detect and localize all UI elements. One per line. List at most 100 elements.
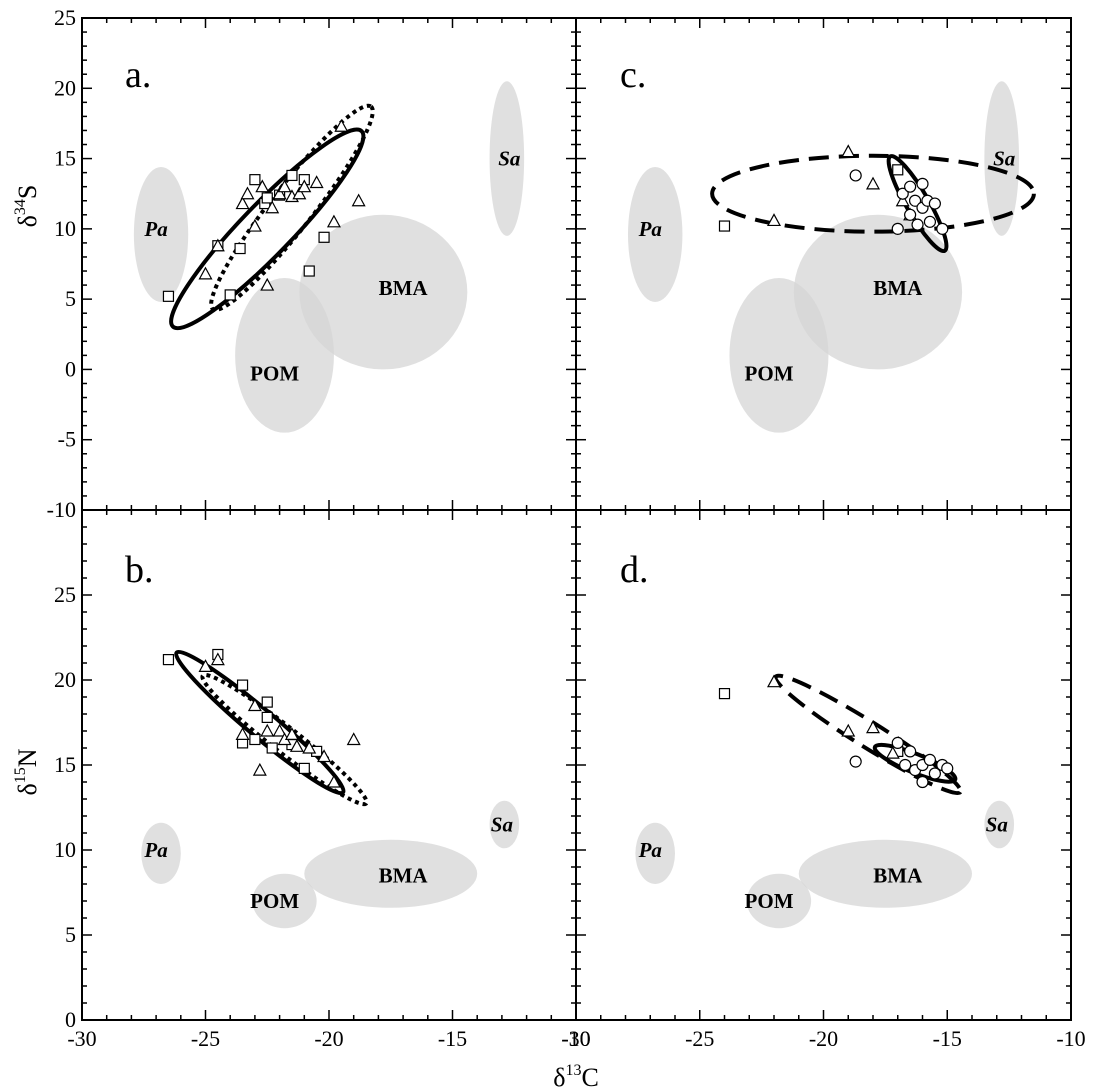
data-point-square: [162, 653, 175, 666]
data-point-circle: [904, 180, 917, 193]
data-point-square: [298, 762, 310, 775]
data-point-triangle: [255, 179, 270, 193]
panel-letter: a.: [125, 54, 151, 96]
data-point-triangle: [326, 774, 341, 788]
data-point-square: [234, 242, 246, 255]
source-cloud-sa: [489, 800, 520, 849]
source-cloud-sa: [489, 81, 525, 236]
source-label-pa: Pa: [638, 217, 662, 241]
source-cloud-pa: [133, 167, 189, 302]
data-point-triangle: [284, 727, 299, 741]
data-point-square: [224, 289, 236, 301]
data-point-triangle: [841, 723, 856, 737]
source-label-pa: Pa: [143, 217, 167, 241]
data-point-triangle: [292, 186, 307, 200]
data-point-square: [718, 220, 731, 232]
source-cloud-sa: [984, 800, 1015, 849]
data-point-circle: [923, 753, 937, 767]
source-label-bma: BMA: [873, 276, 923, 300]
data-point-triangle: [895, 193, 910, 207]
confidence-ellipse-solid: [174, 649, 346, 796]
data-point-circle: [904, 208, 917, 221]
data-point-circle: [928, 767, 941, 780]
data-point-circle: [904, 745, 917, 758]
x-tick-label: -30: [67, 1026, 96, 1051]
data-point-triangle: [235, 196, 250, 210]
source-label-sa: Sa: [498, 147, 520, 171]
source-label-pom: POM: [250, 889, 299, 913]
data-point-triangle: [766, 674, 782, 688]
data-point-triangle: [252, 762, 267, 776]
panel-frame: [575, 509, 1072, 1021]
y-tick-label: 20: [54, 75, 76, 100]
data-point-circle: [849, 169, 862, 182]
y-tick-label: 0: [65, 1007, 76, 1032]
source-label-pom: POM: [745, 889, 794, 913]
data-point-square: [261, 696, 273, 708]
data-point-triangle: [297, 179, 312, 193]
panel-letter: b.: [125, 549, 154, 591]
y-tick-label: 0: [65, 356, 76, 381]
x-tick-label: -20: [809, 1026, 838, 1051]
data-point-triangle: [309, 175, 324, 189]
source-cloud-pom: [729, 278, 829, 433]
data-point-square: [892, 164, 904, 176]
x-tick-label: -10: [1056, 1026, 1085, 1051]
y-tick-label: 10: [54, 837, 76, 862]
data-point-circle: [896, 187, 909, 200]
data-point-triangle: [326, 214, 341, 228]
axis-ticks: [575, 509, 1072, 1021]
confidence-ellipse-solid: [169, 127, 366, 331]
y-tick-label: 25: [54, 5, 76, 30]
source-cloud-bma: [299, 214, 468, 370]
source-label-bma: BMA: [379, 276, 429, 300]
confidence-ellipse-dashed: [773, 673, 963, 796]
data-point-triangle: [277, 179, 292, 193]
panel-letter: c.: [620, 54, 646, 96]
panel-2: -30 -25 -20 -15 -10 0 5 10 15 20 25 Pa Sa BMA POM b.: [54, 509, 591, 1051]
data-point-square: [266, 742, 278, 754]
panel-3: Pa Sa BMA POM c.: [575, 17, 1072, 511]
data-point-circle: [891, 736, 904, 750]
data-point-square: [261, 711, 273, 724]
data-point-circle: [891, 222, 904, 235]
data-point-triangle: [351, 193, 366, 207]
data-point-circle: [941, 762, 954, 775]
source-cloud-pom: [252, 873, 317, 929]
confidence-ellipse-dotted: [209, 103, 375, 312]
data-point-circle: [849, 755, 862, 768]
data-point-triangle: [865, 176, 881, 190]
y-tick-label: 5: [65, 922, 76, 947]
data-point-triangle: [346, 732, 361, 746]
source-cloud-sa: [984, 81, 1020, 236]
data-point-circle: [936, 222, 949, 235]
data-point-triangle: [272, 186, 287, 200]
data-point-triangle: [289, 739, 304, 752]
data-point-triangle: [885, 745, 900, 759]
axis-ticks: [575, 17, 1072, 511]
source-label-sa: Sa: [491, 813, 513, 837]
panel-4: -30 -25 -20 -15 -10 Pa Sa BMA POM d.: [561, 509, 1086, 1051]
source-label-pa: Pa: [143, 838, 167, 862]
data-point-square: [261, 192, 273, 204]
source-label-pom: POM: [745, 362, 794, 386]
data-point-square: [318, 231, 330, 243]
source-label-bma: BMA: [379, 864, 429, 888]
source-cloud-pom: [746, 873, 812, 929]
source-cloud-pa: [635, 822, 675, 885]
data-point-circle: [916, 177, 929, 190]
x-tick-label: -25: [191, 1026, 220, 1051]
data-point-triangle: [198, 659, 213, 673]
source-cloud-pa: [627, 167, 683, 302]
data-point-triangle: [247, 218, 262, 232]
y-tick-label: 10: [54, 216, 76, 241]
data-point-triangle: [210, 652, 225, 666]
data-point-circle: [908, 194, 922, 207]
confidence-ellipse-dashed: [710, 153, 1036, 234]
data-point-triangle: [766, 213, 782, 227]
data-point-triangle: [235, 727, 250, 741]
data-point-triangle: [272, 723, 287, 737]
y-tick-label: 5: [65, 286, 76, 311]
